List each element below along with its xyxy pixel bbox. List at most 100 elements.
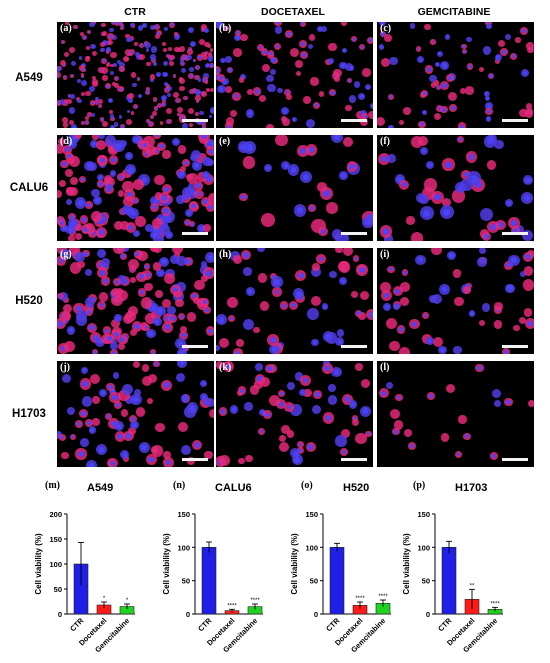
column-header-gemcitabine: GEMCITABINE [417, 6, 491, 18]
chart-title: H1703 [455, 482, 488, 494]
panel-label: (h) [219, 249, 232, 260]
chart-a549: (m) A549 0 50 100 150 200 Cell viability (%) CTR… [5, 478, 141, 658]
panel-label: (g) [60, 249, 72, 260]
y-tick-label: 200 [49, 510, 62, 519]
cell-image [57, 22, 214, 128]
row-header-h520: H520 [15, 295, 43, 307]
bar-ctr [329, 547, 345, 615]
cell-image [216, 248, 373, 354]
y-tick-label: 150 [417, 510, 430, 519]
scale-bar [502, 345, 528, 348]
scale-bar [502, 232, 528, 235]
panel-label: (l) [380, 362, 390, 373]
micrograph-h520-gemcitabine: (i) [377, 248, 534, 354]
scale-bar [502, 119, 528, 122]
y-tick-label: 50 [182, 577, 190, 586]
micrograph-calu6-docetaxel: (e) [216, 135, 373, 241]
cell-image [216, 135, 373, 241]
micrograph-a549-docetaxel: (b) [216, 22, 373, 128]
y-tick-label: 150 [177, 510, 190, 519]
y-tick-label: 150 [49, 535, 62, 544]
scale-bar [182, 458, 208, 461]
y-axis-label: Cell viability (%) [162, 533, 171, 595]
significance-marker: * [103, 596, 106, 602]
micrograph-a549-gemcitabine: (c) [377, 22, 534, 128]
micrograph-h1703-ctr: (j) [57, 361, 214, 467]
column-header-ctr: CTR [124, 6, 146, 18]
bar-ctr [201, 547, 217, 615]
cell-image [377, 361, 534, 467]
column-header-docetaxel: DOCETAXEL [261, 6, 325, 18]
cell-image [57, 248, 214, 354]
row-header-a549: A549 [15, 72, 43, 84]
y-axis-label: Cell viability (%) [290, 533, 299, 595]
chart-title: A549 [87, 482, 114, 494]
significance-marker: **** [490, 601, 500, 607]
y-tick-label: 100 [49, 560, 62, 569]
y-tick-label: 100 [417, 543, 430, 552]
chart-title: H520 [343, 482, 370, 494]
x-tick-label: CTR [68, 616, 86, 634]
panel-label: (k) [219, 362, 232, 373]
significance-marker: **** [227, 603, 237, 609]
panel-label: (c) [380, 23, 392, 34]
y-tick-label: 0 [426, 610, 430, 619]
y-tick-label: 100 [177, 543, 190, 552]
x-tick-label: CTR [324, 616, 342, 634]
panel-label: (d) [60, 136, 73, 147]
scale-bar [502, 458, 528, 461]
y-tick-label: 0 [186, 610, 190, 619]
cell-image [377, 248, 534, 354]
bar-ctr [441, 547, 457, 615]
panel-label: (e) [219, 136, 231, 147]
scale-bar [182, 232, 208, 235]
significance-marker: * [126, 598, 129, 604]
micrograph-h1703-gemcitabine: (l) [377, 361, 534, 467]
micrograph-a549-ctr: (a) [57, 22, 214, 128]
row-header-calu6: CALU6 [9, 182, 49, 194]
chart-panel-label: (p) [413, 480, 426, 491]
scale-bar [341, 119, 367, 122]
panel-label: (a) [60, 23, 72, 34]
cell-image [377, 22, 534, 128]
y-tick-label: 0 [58, 610, 62, 619]
y-tick-label: 100 [305, 543, 318, 552]
micrograph-calu6-ctr: (d) [57, 135, 214, 241]
y-tick-label: 50 [310, 577, 318, 586]
significance-marker: **** [378, 594, 388, 600]
significance-marker: **** [250, 598, 260, 604]
cell-image [57, 135, 214, 241]
panel-label: (b) [219, 23, 232, 34]
cell-image [377, 135, 534, 241]
cell-image [57, 361, 214, 467]
y-tick-label: 50 [54, 585, 62, 594]
panel-label: (i) [380, 249, 390, 260]
y-tick-label: 50 [422, 577, 430, 586]
chart-panel-label: (n) [173, 480, 186, 491]
scale-bar [341, 458, 367, 461]
y-axis-label: Cell viability (%) [34, 533, 43, 595]
micrograph-calu6-gemcitabine: (f) [377, 135, 534, 241]
scale-bar [182, 119, 208, 122]
scale-bar [182, 345, 208, 348]
cell-image [216, 22, 373, 128]
x-tick-label: CTR [436, 616, 454, 634]
chart-panel-label: (o) [301, 480, 313, 491]
significance-marker: ** [470, 583, 475, 589]
chart-calu6: (n) CALU6 0 50 100 150 Cell viability (%) CTR **… [133, 478, 269, 658]
y-tick-label: 0 [314, 610, 318, 619]
scale-bar [341, 232, 367, 235]
y-tick-label: 150 [305, 510, 318, 519]
micrograph-h1703-docetaxel: (k) [216, 361, 373, 467]
chart-h1703: (p) H1703 0 50 100 150 Cell viability (%) CTR **… [373, 478, 509, 658]
panel-label: (f) [380, 136, 390, 147]
significance-marker: **** [355, 596, 365, 602]
micrograph-h520-ctr: (g) [57, 248, 214, 354]
x-tick-label: CTR [196, 616, 214, 634]
micrograph-h520-docetaxel: (h) [216, 248, 373, 354]
panel-label: (j) [60, 362, 70, 373]
chart-panel-label: (m) [45, 480, 60, 491]
